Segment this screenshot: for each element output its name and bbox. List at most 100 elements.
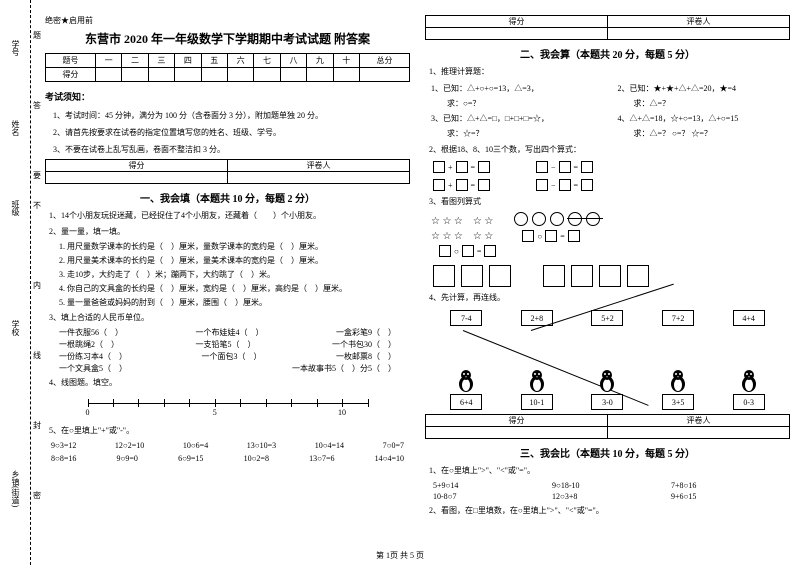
numline-label: 5 (213, 408, 217, 417)
score-box: 得分评卷人 (45, 159, 410, 184)
score-h: 得分 (426, 415, 608, 427)
marker-h: 评卷人 (608, 16, 790, 28)
penguin-icon (668, 369, 688, 393)
numline-label: 10 (338, 408, 346, 417)
score-box: 得分评卷人 (425, 414, 790, 439)
q1-4: 4、线图题。填空。 (49, 377, 410, 389)
calc-item: 求：☆=？ (431, 128, 598, 139)
currency-item: 一盒彩笔9（ ） (336, 327, 396, 338)
qnum-header: 一 (95, 54, 121, 68)
calc-card: 3+5 (662, 394, 694, 410)
q2-1: 1、推理计算题： (429, 66, 790, 78)
qnum-cell (122, 68, 148, 82)
section2-title: 二、我会算（本题共 20 分，每题 5 分） (425, 46, 790, 61)
currency-item: 一件衣服56（ ） (59, 327, 123, 338)
calc-item: 求：○=？ (431, 98, 598, 109)
q1-3: 3、填上合适的人民币单位。 (49, 312, 410, 324)
big-box-row (433, 265, 782, 287)
calc-card: 10-1 (521, 394, 553, 410)
connect-diagram: 7-42+85+27+24+4 6+410-13-03+50-3 (431, 310, 784, 410)
margin-label-town: 乡镇(街道) (10, 470, 21, 507)
note-item: 3、不要在试卷上乱写乱画，卷面不整洁扣 3 分。 (53, 144, 410, 155)
section1-title: 一、我会填（本题共 10 分，每题 2 分） (45, 190, 410, 205)
compare-item: 10-8○7 (433, 492, 544, 501)
calc-item: 1、已知：△+○+○=13，△=3， (431, 83, 598, 94)
seal-char: 内 (33, 280, 41, 291)
right-column: 得分评卷人 二、我会算（本题共 20 分，每题 5 分） 1、推理计算题： 1、… (425, 15, 790, 560)
calc-card: 7+2 (662, 310, 694, 326)
calc-card: 6+4 (450, 394, 482, 410)
left-column: 绝密★启用前 东营市 2020 年一年级数学下学期期中考试试题 附答案 题号一二… (45, 15, 410, 560)
seal-char: 题 (33, 30, 41, 41)
calc-card: 7-4 (450, 310, 482, 326)
penguin-card: 10-1 (521, 369, 553, 410)
seal-char: 密 (33, 490, 41, 501)
qnum-header: 七 (254, 54, 280, 68)
question-number-table: 题号一二三四五六七八九十总分 得分 (45, 53, 410, 82)
seal-char: 线 (33, 350, 41, 361)
q1-2-2: 2. 用尺量美术课本的长约是（ ）厘米，量美术课本的宽约是（ ）厘米。 (59, 255, 410, 267)
margin-label-name: 姓名 (10, 120, 21, 136)
seal-char: 答 (33, 100, 41, 111)
score-cell: 得分 (46, 68, 96, 82)
section3-title: 三、我会比（本题共 10 分，每题 5 分） (425, 445, 790, 460)
q1-2-4: 4. 你自己的文具盒的长约是（ ）厘米，宽约是（ ）厘米，高约是（ ）厘米。 (59, 283, 410, 295)
q3-2: 2、看图，在□里填数，在○里填上">"、"<"或"="。 (429, 505, 790, 517)
q5-row1: 9○3=1212○2=1010○6=413○10=310○4=147○0=7 (51, 441, 404, 450)
page-content: 绝密★启用前 东营市 2020 年一年级数学下学期期中考试试题 附答案 题号一二… (40, 0, 800, 565)
fill-op: 14○4=10 (375, 454, 404, 463)
calc-item: 2、已知：★+★+△+△=20，★=4 (618, 83, 785, 94)
qnum-cell (227, 68, 253, 82)
qnum-cell (95, 68, 121, 82)
qnum-cell (201, 68, 227, 82)
qnum-header: 总分 (359, 54, 409, 68)
qnum-cell (175, 68, 201, 82)
q2-3: 3、看图列算式 (429, 196, 790, 208)
currency-item: 一个面包3（ ） (202, 351, 262, 362)
q3-1: 1、在○里填上">"、"<"或"="。 (429, 465, 790, 477)
marker-h: 评卷人 (228, 159, 410, 171)
qnum-cell (307, 68, 333, 82)
fill-op: 10○2=8 (244, 454, 269, 463)
margin-label-school: 学校 (10, 320, 21, 336)
seal-char: 封 (33, 420, 41, 431)
eq-row: += −= (433, 161, 782, 173)
margin-label-class: 班级 (10, 200, 21, 216)
fill-op: 12○2=10 (115, 441, 144, 450)
number-line: 0 5 10 (88, 395, 368, 419)
penguin-icon (527, 369, 547, 393)
seal-char: 要 (33, 170, 41, 181)
fold-line (30, 0, 31, 565)
currency-item: 一支铅笔5（ ） (196, 339, 256, 350)
q5-row2: 8○8=169○9=06○9=1510○2=813○7=614○4=10 (51, 454, 404, 463)
qnum-header: 五 (201, 54, 227, 68)
qnum-cell (333, 68, 359, 82)
qnum-header: 二 (122, 54, 148, 68)
numline-label: 0 (86, 408, 90, 417)
marker-h: 评卷人 (608, 415, 790, 427)
q2-4: 4、先计算，再连线。 (429, 292, 790, 304)
q1-2-5: 5. 量一量爸爸或妈妈的肘到（ ）厘米，腰围（ ）厘米。 (59, 297, 410, 309)
calc-card: 4+4 (733, 310, 765, 326)
seal-char: 不 (33, 200, 41, 211)
q1-2-3: 3. 走10步，大约走了（ ）米；蹦两下，大约跳了（ ）米。 (59, 269, 410, 281)
qnum-header: 六 (227, 54, 253, 68)
qnum-header: 三 (148, 54, 174, 68)
calc-item: 3、已知：△+△=□，□+□+□=☆， (431, 113, 598, 124)
compare-item: 5+9○14 (433, 481, 544, 490)
currency-item: 一根跳绳2（ ） (59, 339, 119, 350)
qnum-header: 题号 (46, 54, 96, 68)
compare-item: 7+8○16 (671, 481, 782, 490)
calc-item: 求：△=？ ○=？ ☆=？ (618, 128, 785, 139)
star-diagram: ☆ ☆ ☆ ☆ ☆ ☆ ☆ ☆ ☆ ☆ ○= ○= (431, 212, 784, 260)
note-item: 1、考试时间：45 分钟，满分为 100 分（含卷面分 3 分），附加题单独 2… (53, 110, 410, 121)
fill-op: 7○0=7 (383, 441, 404, 450)
currency-item: 一个文具盒5（ ） (59, 363, 127, 374)
q1-1: 1、14个小朋友玩捉迷藏，已经捉住了4个小朋友，还藏着（ ）个小朋友。 (49, 210, 410, 222)
fill-op: 10○4=14 (315, 441, 344, 450)
fill-op: 9○9=0 (117, 454, 138, 463)
fill-op: 13○10=3 (247, 441, 276, 450)
qnum-cell (359, 68, 409, 82)
calc-card: 5+2 (591, 310, 623, 326)
notice-heading: 考试须知： (45, 90, 410, 103)
